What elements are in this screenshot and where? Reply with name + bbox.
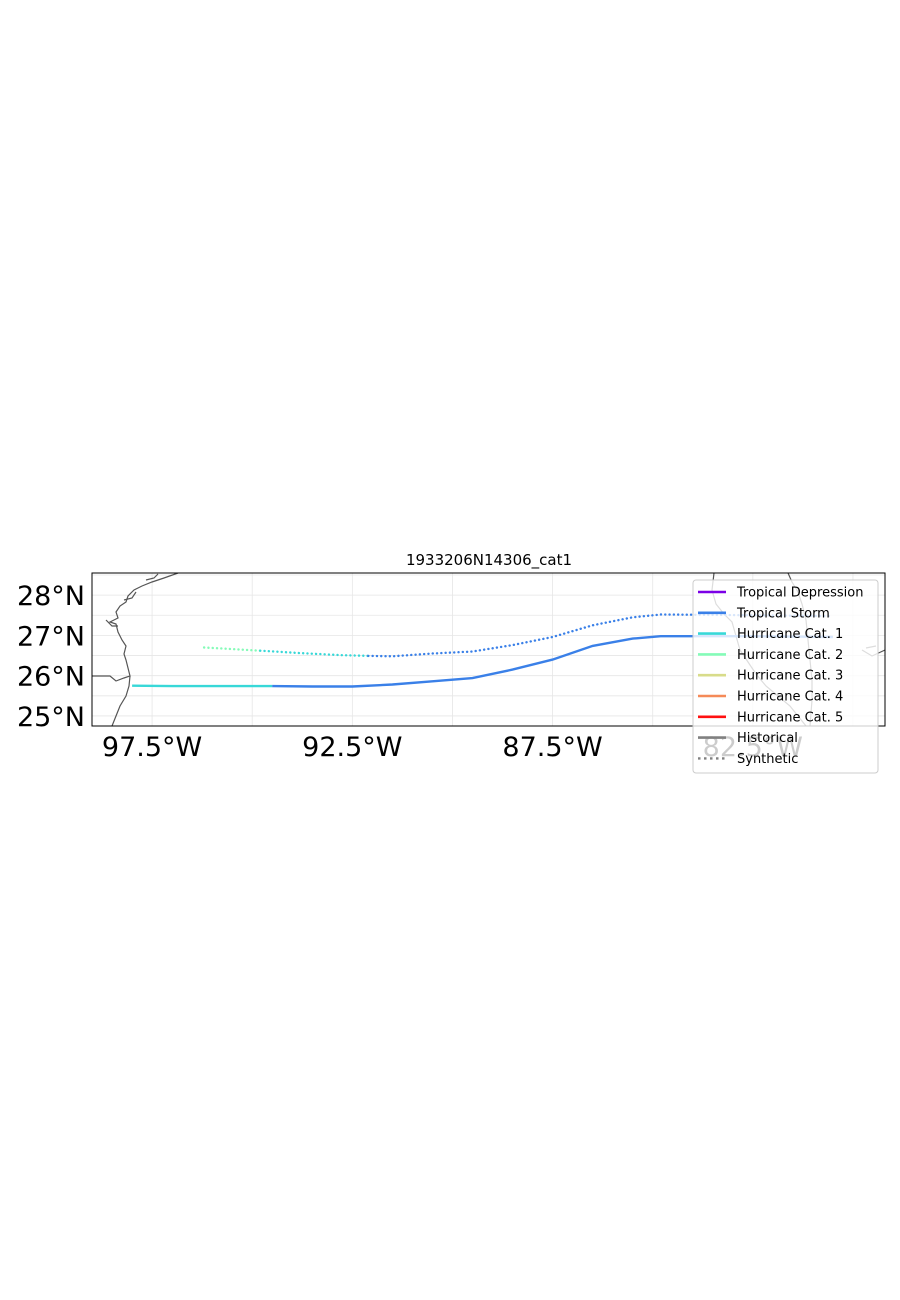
y-tick-label: 27°N (17, 621, 85, 652)
legend-entries: Tropical Depression Tropical Storm Hurrica… (698, 586, 863, 767)
y-tick-label: 28°N (17, 581, 85, 612)
legend-entry: Historical (698, 731, 798, 746)
x-tick-label: 97.5°W (102, 732, 202, 763)
legend-entry: Hurricane Cat. 3 (698, 669, 843, 684)
coastline-texas-south (111, 675, 131, 726)
legend-label: Hurricane Cat. 3 (737, 669, 843, 684)
legend-label: Historical (737, 731, 798, 746)
plot-frame (91, 572, 886, 727)
legend-label: Hurricane Cat. 2 (737, 648, 843, 663)
y-tick-label: 25°N (17, 702, 85, 733)
legend-box (692, 579, 879, 774)
legend-label: Hurricane Cat. 1 (737, 627, 843, 642)
track-synthetic-3 (259, 649, 370, 658)
track-synthetic-2 (202, 646, 262, 652)
legend-label: Tropical Storm (736, 606, 830, 621)
legend: Tropical Depression Tropical Storm Hurrica… (692, 579, 879, 774)
legend-entry: Tropical Storm (698, 606, 830, 621)
legend-entry: Hurricane Cat. 4 (698, 690, 843, 705)
legend-label: Tropical Depression (736, 586, 863, 601)
legend-label: Hurricane Cat. 4 (737, 690, 843, 705)
x-tick-label: 87.5°W (502, 732, 602, 763)
legend-entry: Hurricane Cat. 2 (698, 648, 843, 663)
x-tick-label: 92.5°W (302, 732, 402, 763)
legend-entry: Tropical Depression (698, 586, 863, 601)
y-tick-label: 26°N (17, 662, 85, 693)
chart-title: 1933206N14306_cat1 (406, 551, 572, 570)
legend-entry: Hurricane Cat. 5 (698, 710, 843, 725)
legend-entry: Hurricane Cat. 1 (698, 627, 843, 642)
coastline-texas (92, 573, 179, 682)
legend-label: Synthetic (737, 752, 798, 767)
legend-entry: Synthetic (698, 752, 798, 767)
coastline-bay (105, 573, 159, 627)
y-axis-ticks: 25°N 26°N 27°N 28°N (17, 581, 85, 733)
legend-label: Hurricane Cat. 5 (737, 710, 843, 725)
track-synthetic-4 (367, 613, 835, 658)
